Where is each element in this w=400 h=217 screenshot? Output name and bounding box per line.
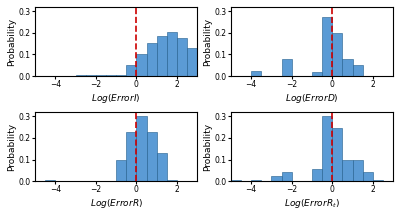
Bar — [146, 43, 157, 76]
Bar — [116, 75, 126, 76]
Bar — [76, 75, 86, 76]
Y-axis label: Probability: Probability — [203, 17, 212, 66]
X-axis label: $Log(ErrorR_t)$: $Log(ErrorR_t)$ — [284, 197, 340, 210]
Bar — [96, 75, 106, 76]
Bar — [167, 180, 177, 181]
Bar — [312, 169, 322, 181]
Bar — [332, 33, 342, 76]
Bar — [157, 36, 167, 76]
Bar — [282, 173, 292, 181]
Y-axis label: Probability: Probability — [203, 122, 212, 171]
Bar — [352, 65, 363, 76]
Bar — [312, 72, 322, 76]
Bar — [167, 32, 177, 76]
Bar — [322, 17, 332, 76]
X-axis label: $Log(ErrorI)$: $Log(ErrorI)$ — [92, 92, 141, 105]
Bar — [342, 59, 352, 76]
Bar — [177, 38, 187, 76]
Bar — [231, 180, 241, 181]
Y-axis label: Probability: Probability — [7, 122, 16, 171]
X-axis label: $Log(ErrorR)$: $Log(ErrorR)$ — [90, 197, 143, 210]
Bar — [342, 159, 352, 181]
Bar — [271, 176, 282, 181]
Bar — [282, 59, 292, 76]
Y-axis label: Probability: Probability — [7, 17, 16, 66]
Bar — [146, 133, 157, 181]
Bar — [373, 180, 383, 181]
Bar — [136, 54, 146, 76]
Bar — [352, 159, 363, 181]
Bar — [322, 116, 332, 181]
Bar — [45, 180, 55, 181]
Bar — [332, 128, 342, 181]
Bar — [116, 159, 126, 181]
X-axis label: $Log(ErrorD)$: $Log(ErrorD)$ — [285, 92, 339, 105]
Bar — [136, 116, 146, 181]
Bar — [363, 173, 373, 181]
Bar — [86, 75, 96, 76]
Bar — [126, 133, 136, 181]
Bar — [106, 75, 116, 76]
Bar — [126, 65, 136, 76]
Bar — [187, 48, 197, 76]
Bar — [157, 153, 167, 181]
Bar — [251, 180, 261, 181]
Bar — [251, 71, 261, 76]
